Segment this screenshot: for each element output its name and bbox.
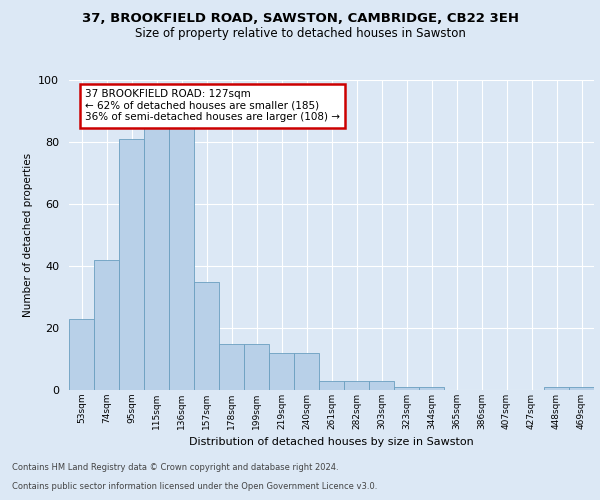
X-axis label: Distribution of detached houses by size in Sawston: Distribution of detached houses by size … bbox=[189, 438, 474, 448]
Bar bbox=[169, 126, 194, 390]
Text: 37, BROOKFIELD ROAD, SAWSTON, CAMBRIDGE, CB22 3EH: 37, BROOKFIELD ROAD, SAWSTON, CAMBRIDGE,… bbox=[82, 12, 518, 26]
Bar bbox=[119, 139, 144, 390]
Bar bbox=[319, 380, 344, 390]
Bar bbox=[569, 387, 594, 390]
Bar bbox=[344, 380, 369, 390]
Bar bbox=[269, 353, 294, 390]
Text: 37 BROOKFIELD ROAD: 127sqm
← 62% of detached houses are smaller (185)
36% of sem: 37 BROOKFIELD ROAD: 127sqm ← 62% of deta… bbox=[85, 90, 340, 122]
Bar bbox=[544, 387, 569, 390]
Bar bbox=[194, 282, 219, 390]
Bar bbox=[144, 126, 169, 390]
Text: Contains public sector information licensed under the Open Government Licence v3: Contains public sector information licen… bbox=[12, 482, 377, 491]
Text: Size of property relative to detached houses in Sawston: Size of property relative to detached ho… bbox=[134, 28, 466, 40]
Bar bbox=[369, 380, 394, 390]
Bar bbox=[419, 387, 444, 390]
Bar bbox=[394, 387, 419, 390]
Text: Contains HM Land Registry data © Crown copyright and database right 2024.: Contains HM Land Registry data © Crown c… bbox=[12, 464, 338, 472]
Bar bbox=[94, 260, 119, 390]
Y-axis label: Number of detached properties: Number of detached properties bbox=[23, 153, 33, 317]
Bar bbox=[294, 353, 319, 390]
Bar bbox=[219, 344, 244, 390]
Bar bbox=[69, 318, 94, 390]
Bar bbox=[244, 344, 269, 390]
